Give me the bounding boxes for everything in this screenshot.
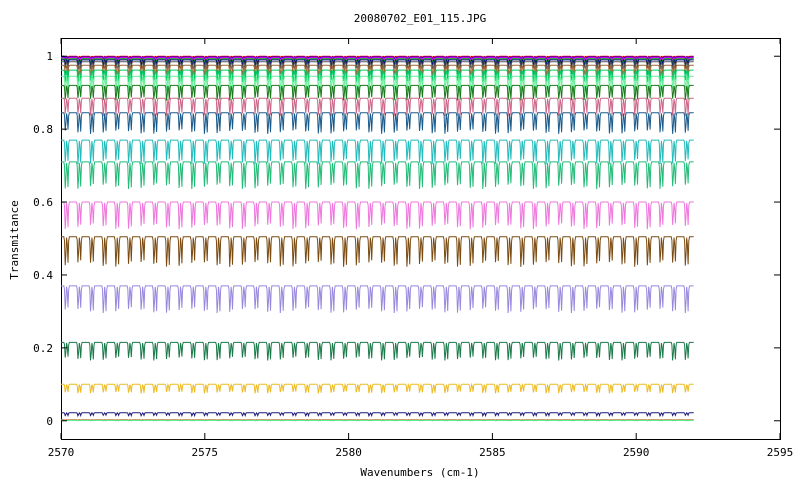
x-tick-label: 2590 — [623, 446, 650, 459]
series-line — [61, 161, 694, 190]
chart-title: 20080702_E01_115.JPG — [354, 12, 486, 25]
series-line — [61, 382, 694, 394]
series-line — [61, 236, 694, 267]
y-axis-label: Transmitance — [8, 200, 21, 279]
series-line — [61, 75, 694, 92]
y-tick-label: 0 — [46, 415, 53, 428]
y-tick-label: 0.8 — [33, 123, 53, 136]
y-tick-label: 1 — [46, 50, 53, 63]
series-group — [61, 55, 694, 422]
series-line — [61, 139, 694, 165]
series-line — [61, 112, 694, 134]
series-line — [61, 411, 694, 418]
plot-frame — [61, 38, 781, 440]
series-line — [61, 69, 694, 83]
y-tick-label: 0.6 — [33, 196, 53, 209]
series-line — [61, 285, 694, 314]
series-line — [61, 341, 694, 361]
series-line — [61, 55, 694, 59]
x-tick-label: 2575 — [192, 446, 219, 459]
series-line — [61, 97, 694, 117]
series-line — [61, 201, 694, 230]
x-tick-label: 2585 — [479, 446, 506, 459]
ticks-group: 2570 2575 2580 2585 2590 2595 0 0.2 0.4 0.6 0.8 1 — [33, 38, 793, 459]
y-tick-label: 0.4 — [33, 269, 53, 282]
series-line — [61, 60, 694, 70]
series-line — [61, 84, 694, 101]
x-tick-label: 2595 — [767, 446, 794, 459]
y-tick-label: 0.2 — [33, 342, 53, 355]
x-axis-label: Wavenumbers (cm-1) — [360, 466, 479, 479]
x-tick-label: 2570 — [48, 446, 75, 459]
x-tick-label: 2580 — [335, 446, 362, 459]
